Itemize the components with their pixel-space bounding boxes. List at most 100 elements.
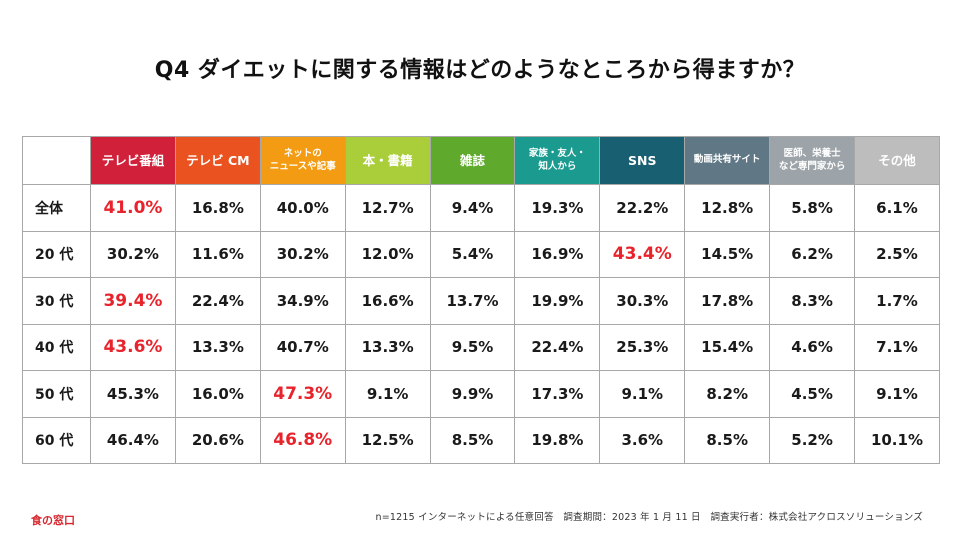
value-cell: 13.3% — [344, 323, 431, 371]
value-cell-highlight: 47.3% — [259, 370, 346, 418]
value-cell: 8.3% — [769, 277, 856, 325]
header-corner-cell — [22, 136, 91, 185]
column-header-8: 医師、栄養士 など専門家から — [769, 136, 856, 185]
value-cell: 9.1% — [854, 370, 940, 418]
value-cell: 9.1% — [599, 370, 686, 418]
column-header-5: 家族・友人・ 知人から — [514, 136, 601, 185]
value-cell: 8.2% — [684, 370, 771, 418]
column-header-line1: SNS — [628, 153, 657, 168]
value-cell: 9.9% — [429, 370, 516, 418]
table-row: 30 代 39.4% 22.4% 34.9% 16.6% 13.7% 19.9% 30.3% 1… — [22, 277, 940, 325]
value-cell-highlight: 43.4% — [599, 230, 686, 278]
column-header-1: テレビ CM — [174, 136, 261, 185]
value-cell: 1.7% — [854, 277, 940, 325]
value-cell-highlight: 43.6% — [90, 323, 176, 371]
value-cell: 13.3% — [174, 323, 261, 371]
value-cell: 34.9% — [259, 277, 346, 325]
value-cell: 9.1% — [344, 370, 431, 418]
row-label: 40 代 — [22, 323, 91, 371]
page-title: Q4 ダイエットに関する情報はどのようなところから得ますか？ — [154, 58, 806, 83]
value-cell: 10.1% — [854, 416, 940, 464]
value-cell: 12.5% — [344, 416, 431, 464]
value-cell: 20.6% — [174, 416, 261, 464]
value-cell: 22.4% — [174, 277, 261, 325]
value-cell: 40.0% — [259, 184, 346, 232]
value-cell: 19.9% — [514, 277, 601, 325]
value-cell: 16.9% — [514, 230, 601, 278]
value-cell: 15.4% — [684, 323, 771, 371]
column-header-line1: 本・書籍 — [362, 153, 413, 168]
value-cell: 16.6% — [344, 277, 431, 325]
value-cell: 22.4% — [514, 323, 601, 371]
value-cell: 6.1% — [854, 184, 940, 232]
column-header-6: SNS — [599, 136, 686, 185]
column-header-4: 雑誌 — [429, 136, 516, 185]
value-cell: 14.5% — [684, 230, 771, 278]
value-cell: 9.5% — [429, 323, 516, 371]
value-cell: 12.0% — [344, 230, 431, 278]
column-header-line2: ニュースや記事 — [269, 160, 336, 172]
footer-note: n=1215 インターネットによる任意回答 調査期間：2023 年 1 月 11… — [375, 512, 923, 523]
column-header-line1: 家族・友人・ — [528, 147, 586, 159]
value-cell: 5.8% — [769, 184, 856, 232]
value-cell: 2.5% — [854, 230, 940, 278]
column-header-0: テレビ番組 — [90, 136, 176, 185]
value-cell: 11.6% — [174, 230, 261, 278]
brand-logo-text: 食の窓口 — [31, 514, 75, 527]
value-cell: 19.8% — [514, 416, 601, 464]
value-cell: 17.3% — [514, 370, 601, 418]
value-cell: 40.7% — [259, 323, 346, 371]
value-cell: 16.8% — [174, 184, 261, 232]
value-cell-highlight: 39.4% — [90, 277, 176, 325]
column-header-line1: その他 — [878, 153, 916, 168]
value-cell-highlight: 41.0% — [90, 184, 176, 232]
value-cell: 8.5% — [429, 416, 516, 464]
value-cell: 16.0% — [174, 370, 261, 418]
value-cell: 13.7% — [429, 277, 516, 325]
column-header-line1: 医師、栄養士 — [783, 147, 841, 159]
value-cell: 12.8% — [684, 184, 771, 232]
table-row: 40 代 43.6% 13.3% 40.7% 13.3% 9.5% 22.4% 25.3% 15… — [22, 323, 940, 371]
table-row: 20 代 30.2% 11.6% 30.2% 12.0% 5.4% 16.9% 43.4% 14… — [22, 230, 940, 278]
column-header-line1: 動画共有サイト — [693, 154, 761, 166]
row-label: 50 代 — [22, 370, 91, 418]
value-cell: 9.4% — [429, 184, 516, 232]
survey-table: テレビ番組 テレビ CM ネットの ニュースや記事 本・書籍 雑誌 家族・友人・ 知人から SN… — [22, 136, 940, 464]
column-header-line1: テレビ番組 — [101, 153, 165, 168]
value-cell: 46.4% — [90, 416, 176, 464]
value-cell: 4.5% — [769, 370, 856, 418]
value-cell: 22.2% — [599, 184, 686, 232]
value-cell: 30.2% — [259, 230, 346, 278]
row-label: 30 代 — [22, 277, 91, 325]
column-header-line1: ネットの — [283, 147, 322, 159]
column-header-line1: 雑誌 — [460, 153, 486, 168]
value-cell: 6.2% — [769, 230, 856, 278]
column-header-7: 動画共有サイト — [684, 136, 771, 185]
value-cell: 7.1% — [854, 323, 940, 371]
table-header-row: テレビ番組 テレビ CM ネットの ニュースや記事 本・書籍 雑誌 家族・友人・ 知人から SN… — [22, 136, 940, 185]
value-cell: 17.8% — [684, 277, 771, 325]
value-cell: 3.6% — [599, 416, 686, 464]
table-body: 全体 41.0% 16.8% 40.0% 12.7% 9.4% 19.3% 22.2% 12.8… — [22, 184, 940, 464]
value-cell: 25.3% — [599, 323, 686, 371]
value-cell: 5.4% — [429, 230, 516, 278]
column-header-line1: テレビ CM — [186, 153, 250, 168]
column-header-2: ネットの ニュースや記事 — [259, 136, 346, 185]
column-header-3: 本・書籍 — [344, 136, 431, 185]
row-label: 20 代 — [22, 230, 91, 278]
column-header-line2: 知人から — [538, 160, 577, 172]
value-cell: 30.3% — [599, 277, 686, 325]
value-cell: 30.2% — [90, 230, 176, 278]
row-label: 60 代 — [22, 416, 91, 464]
value-cell-highlight: 46.8% — [259, 416, 346, 464]
value-cell: 5.2% — [769, 416, 856, 464]
value-cell: 4.6% — [769, 323, 856, 371]
table-row: 50 代 45.3% 16.0% 47.3% 9.1% 9.9% 17.3% 9.1% 8.2%… — [22, 370, 940, 418]
value-cell: 45.3% — [90, 370, 176, 418]
column-header-9: その他 — [854, 136, 940, 185]
column-header-line2: など専門家から — [778, 160, 846, 172]
table-row: 全体 41.0% 16.8% 40.0% 12.7% 9.4% 19.3% 22.2% 12.8… — [22, 184, 940, 232]
table-row: 60 代 46.4% 20.6% 46.8% 12.5% 8.5% 19.8% 3.6% 8.5… — [22, 416, 940, 464]
row-label: 全体 — [22, 184, 91, 232]
